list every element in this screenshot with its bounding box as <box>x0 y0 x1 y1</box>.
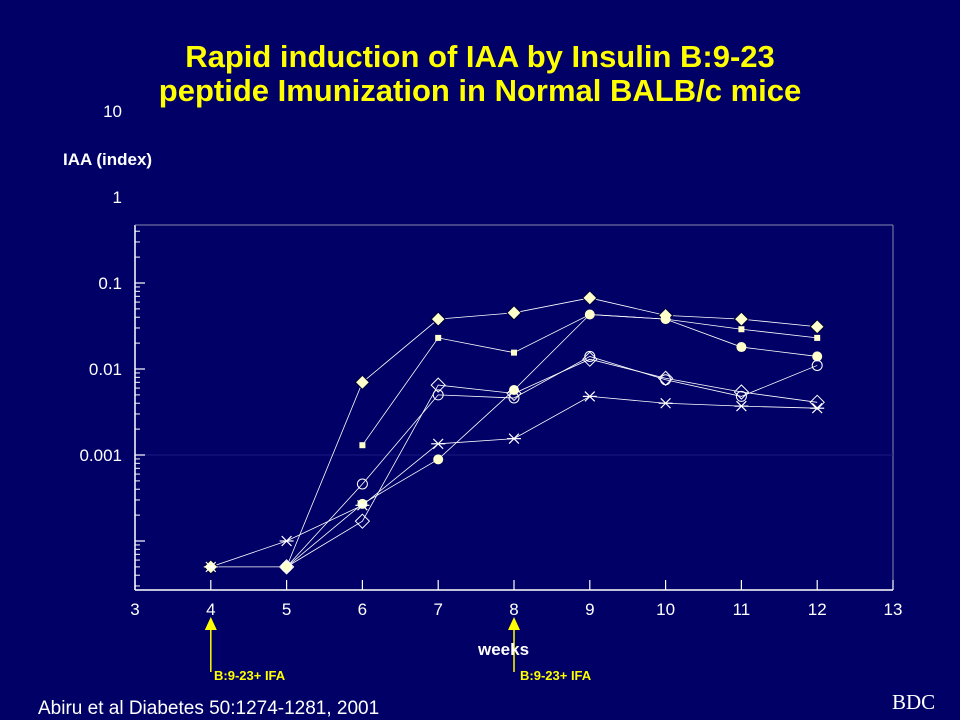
chart-title: Rapid induction of IAA by Insulin B:9-23… <box>0 40 960 108</box>
x-tick-label: 5 <box>282 600 291 619</box>
data-point-diamond-open <box>809 394 825 411</box>
data-point-square <box>814 334 821 341</box>
data-point-circle-open <box>356 478 368 490</box>
data-point-diamond-open <box>278 559 295 575</box>
series-line-2 <box>286 314 818 568</box>
data-point-diamond-open <box>657 370 674 386</box>
data-point-star <box>431 438 446 450</box>
data-point-circle-filled <box>281 561 292 572</box>
data-point-circle-open <box>584 350 596 362</box>
data-point-diamond-open <box>430 377 446 393</box>
data-point-square <box>359 442 366 449</box>
data-point-circle-open <box>811 359 823 371</box>
citation: Abiru et al Diabetes 50:1274-1281, 2001 <box>38 698 380 719</box>
injection-arrow-head-2 <box>508 617 520 630</box>
x-tick-label: 6 <box>358 600 367 619</box>
data-point-circle-filled <box>433 454 444 465</box>
data-point-diamond-open <box>354 513 371 529</box>
x-tick-label: 7 <box>433 600 442 619</box>
data-point-diamond-filled <box>506 305 522 321</box>
title-line-1: Rapid induction of IAA by Insulin B:9-23 <box>185 39 775 74</box>
series-line-4 <box>286 358 818 568</box>
series-line-0 <box>210 297 818 568</box>
data-point-diamond-open <box>582 351 598 367</box>
y-axis-label: IAA (index) <box>63 150 153 169</box>
x-axis-label: weeks <box>478 640 530 659</box>
injection-label-1: B:9-23+ IFA <box>214 668 286 683</box>
data-point-diamond-filled <box>430 311 446 327</box>
data-point-star <box>355 499 370 511</box>
x-tick-label: 3 <box>130 600 139 619</box>
data-point-circle-filled <box>584 309 595 320</box>
injection-arrow-head-1 <box>204 617 217 630</box>
y-tick-label: 1 <box>113 188 122 207</box>
x-tick-label: 4 <box>206 600 215 619</box>
data-point-diamond-open <box>733 384 750 400</box>
data-point-star <box>279 535 294 547</box>
data-point-circle-open <box>508 392 520 404</box>
y-tick-label: 0.001 <box>79 446 122 465</box>
data-point-star <box>582 391 597 402</box>
data-point-circle-filled <box>812 351 823 362</box>
x-tick-label: 13 <box>884 600 903 619</box>
injection-label-2: B:9-23+ IFA <box>520 668 592 683</box>
data-point-diamond-filled <box>354 374 371 391</box>
data-point-star <box>507 433 521 444</box>
series-line-5 <box>210 396 818 568</box>
x-tick-label: 9 <box>585 600 594 619</box>
data-point-circle-open <box>735 390 747 402</box>
y-tick-label: 10 <box>103 102 122 121</box>
data-point-diamond-open <box>506 385 522 402</box>
series-line-1 <box>362 314 818 446</box>
x-tick-label: 10 <box>656 600 675 619</box>
data-point-star <box>203 561 218 573</box>
data-point-star <box>810 402 825 414</box>
x-tick-label: 11 <box>733 600 751 619</box>
data-point-circle-filled <box>509 384 519 395</box>
data-point-circle-filled <box>660 314 671 325</box>
data-point-square <box>511 349 517 356</box>
data-point-diamond-filled <box>582 290 598 306</box>
x-tick-label: 8 <box>509 600 518 619</box>
y-tick-label: 0.01 <box>89 360 122 379</box>
data-point-circle-filled <box>357 498 368 509</box>
series-line-3 <box>286 356 818 568</box>
data-point-square <box>435 334 442 341</box>
bdc-logo: BDC <box>892 690 936 714</box>
data-point-circle-filled <box>736 342 747 353</box>
data-point-square <box>738 326 745 333</box>
y-tick-label: 0.1 <box>98 274 122 293</box>
data-point-star <box>658 397 673 409</box>
data-point-circle-open <box>281 561 293 573</box>
title-line-2: peptide Imunization in Normal BALB/c mic… <box>158 73 802 108</box>
x-tick-label: 12 <box>808 600 827 619</box>
data-point-diamond-filled <box>733 311 750 327</box>
data-point-circle-open <box>432 389 444 401</box>
data-point-diamond-filled <box>809 319 825 335</box>
data-point-star <box>734 400 749 412</box>
